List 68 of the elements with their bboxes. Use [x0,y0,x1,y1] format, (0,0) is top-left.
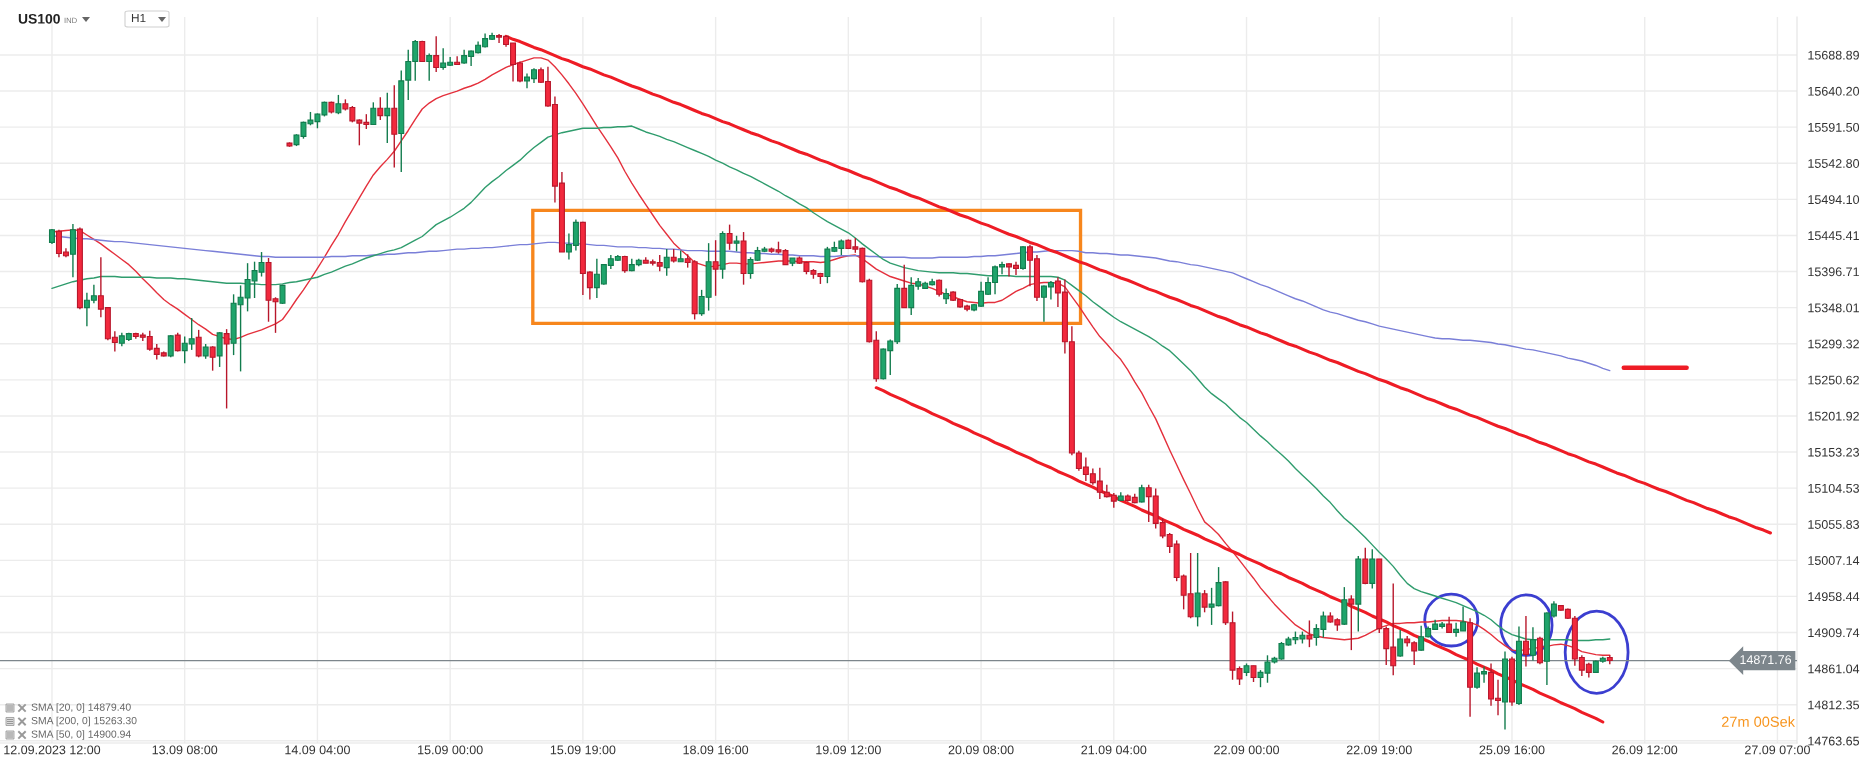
y-tick-label: 15591.50 [1808,122,1860,132]
candlestick [1522,615,1529,668]
candlestick [454,55,461,66]
y-tick-label: 15396.71 [1808,267,1859,277]
x-tick-label: 13.09 08:00 [152,745,218,755]
y-tick-label: 15153.23 [1808,447,1859,457]
y-tick-label: 15250.62 [1808,375,1859,385]
candlestick [901,263,908,309]
candlestick [433,35,440,73]
candlestick [726,223,733,251]
y-tick-label: 15104.53 [1808,483,1859,493]
x-tick-label: 15.09 00:00 [418,745,483,755]
candlestick [216,331,223,368]
y-tick-label: 15445.41 [1808,231,1859,241]
annotation: SMA [50, 0] 14900.94 [31,730,131,740]
x-tick-label: 21.09 04:00 [1081,745,1147,755]
candlestick [1397,629,1404,658]
y-tick-label: 14763.65 [1808,736,1860,746]
candlestick [1194,552,1201,628]
y-tick-label: 14958.44 [1808,592,1860,602]
candlestick [223,328,230,410]
x-tick-label: 19.09 12:00 [816,745,881,755]
candlestick [335,94,342,115]
ref-line-label: 14871.76 [1740,655,1792,665]
line-series [874,386,1605,724]
y-tick-label: 15007.14 [1808,556,1860,565]
x-tick-label: 27.09 07:00 [1745,745,1810,755]
y-tick-label: 14909.74 [1808,628,1860,638]
candlestick [209,345,216,372]
candlestick [426,52,433,82]
candlestick [1201,589,1208,614]
annotation: SMA [20, 0] 14879.40 [31,703,131,713]
annotation: SMA [200, 0] 15263.30 [31,716,137,727]
chart-title: US100 [18,13,60,24]
y-tick-label: 15542.80 [1808,159,1860,168]
x-tick-label: 26.09 12:00 [1612,745,1678,755]
candlestick [195,329,202,359]
candlestick [712,239,719,297]
x-tick-label: 25.09 16:00 [1479,745,1545,755]
line-series [504,34,1772,535]
x-tick-label: 12.09.2023 12:00 [4,745,101,755]
candlestick [377,96,384,121]
candlestick [1306,619,1313,648]
annotation: H1 [131,13,146,23]
y-tick-label: 14812.35 [1808,700,1860,710]
x-tick-label: 15.09 19:00 [550,745,616,755]
candlestick [663,248,670,277]
y-tick-label: 15688.89 [1808,50,1859,60]
y-tick-label: 14861.04 [1808,664,1860,674]
candlestick [1019,245,1026,271]
x-tick-label: 22.09 19:00 [1346,745,1412,755]
y-tick-label: 15348.01 [1808,303,1859,313]
x-tick-label: 14.09 04:00 [285,745,350,755]
y-tick-label: 15299.32 [1808,339,1859,349]
candlestick [943,287,950,305]
candlestick [167,334,174,359]
y-tick-label: 15640.20 [1808,86,1860,96]
x-tick-label: 22.09 00:00 [1214,745,1280,755]
candlestick [384,91,391,144]
annotation: 27m 00Sek [1721,716,1796,727]
candlestick [370,101,377,126]
y-tick-label: 15055.83 [1808,520,1859,529]
candlestick [1529,626,1536,662]
x-tick-label: 20.09 08:00 [948,745,1014,755]
y-tick-label: 15201.92 [1808,411,1859,421]
candlestick [1348,594,1355,651]
x-tick-label: 18.09 16:00 [683,745,749,755]
y-tick-label: 15494.10 [1808,195,1860,204]
